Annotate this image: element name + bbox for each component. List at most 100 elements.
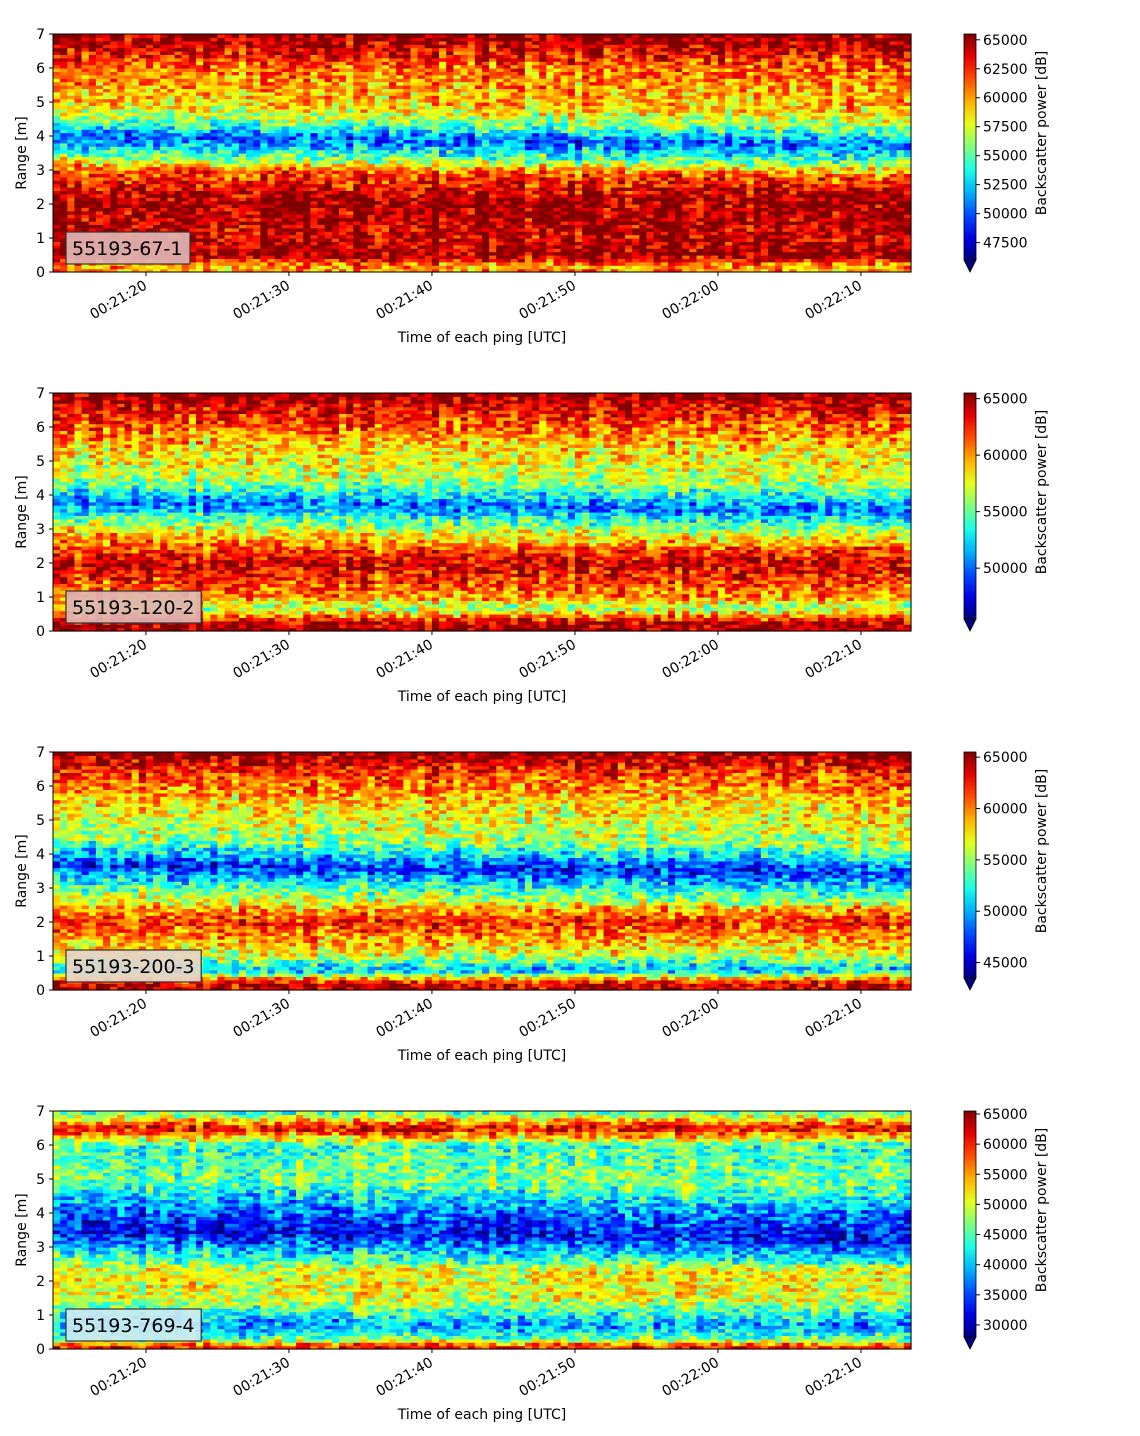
heatmap-cell	[67, 125, 76, 130]
heatmap-cell	[203, 112, 211, 117]
heatmap-cell	[353, 71, 362, 76]
heatmap-cell	[360, 136, 369, 140]
heatmap-cell	[381, 146, 390, 151]
heatmap-cell	[367, 170, 376, 174]
heatmap-cell	[110, 183, 118, 188]
heatmap-cell	[88, 214, 97, 219]
heatmap-cell	[153, 102, 161, 106]
heatmap-cell	[460, 142, 469, 147]
heatmap-cell	[231, 187, 240, 191]
heatmap-cell	[367, 190, 376, 195]
heatmap-cell	[95, 204, 104, 208]
heatmap-cell	[210, 125, 219, 130]
heatmap-cell	[145, 159, 154, 164]
heatmap-cell	[81, 108, 90, 113]
heatmap-cell	[389, 244, 397, 249]
heatmap-cell	[267, 248, 276, 253]
heatmap-cell	[203, 142, 211, 147]
heatmap-cell	[246, 197, 254, 202]
heatmap-cell	[81, 176, 90, 181]
heatmap-cell	[517, 244, 526, 249]
heatmap-cell	[532, 34, 540, 38]
heatmap-cell	[317, 251, 326, 256]
heatmap-cell	[167, 112, 176, 117]
heatmap-cell	[267, 129, 276, 134]
heatmap-cell	[353, 180, 362, 185]
heatmap-cell	[153, 170, 161, 174]
heatmap-cell	[60, 190, 68, 195]
heatmap-cell	[95, 81, 104, 86]
heatmap-cell	[417, 149, 426, 154]
heatmap-cell	[374, 221, 383, 225]
heatmap-cell	[124, 268, 133, 273]
heatmap-cell	[367, 37, 376, 42]
heatmap-cell	[267, 176, 276, 181]
heatmap-cell	[153, 227, 161, 232]
heatmap-cell	[288, 159, 297, 164]
heatmap-cell	[60, 37, 68, 42]
heatmap-cell	[53, 146, 61, 151]
heatmap-cell	[360, 132, 369, 137]
heatmap-cell	[274, 37, 283, 42]
heatmap-cell	[117, 78, 126, 83]
heatmap-cell	[238, 210, 247, 215]
heatmap-cell	[303, 54, 311, 59]
heatmap-cell	[360, 214, 369, 219]
heatmap-cell	[253, 115, 261, 120]
heatmap-cell	[331, 210, 340, 215]
heatmap-cell	[167, 224, 176, 229]
heatmap-cell	[60, 95, 68, 100]
heatmap-cell	[396, 193, 404, 198]
heatmap-cell	[281, 241, 290, 246]
heatmap-cell	[124, 146, 133, 151]
heatmap-cell	[360, 71, 369, 76]
heatmap-cell	[224, 81, 233, 86]
heatmap-cell	[260, 248, 269, 253]
heatmap-cell	[138, 115, 147, 120]
heatmap-cell	[460, 244, 469, 249]
heatmap-cell	[331, 61, 340, 66]
heatmap-cell	[203, 108, 211, 113]
heatmap-cell	[317, 255, 326, 259]
heatmap-cell	[296, 197, 304, 202]
heatmap-cell	[196, 176, 204, 181]
heatmap-cell	[53, 207, 61, 212]
heatmap-cell	[539, 200, 547, 205]
heatmap-cell	[88, 221, 97, 225]
heatmap-cell	[103, 217, 111, 222]
heatmap-cell	[310, 265, 319, 270]
heatmap-cell	[367, 40, 376, 45]
heatmap-cell	[524, 166, 533, 171]
heatmap-cell	[124, 71, 133, 76]
heatmap-cell	[403, 217, 412, 222]
heatmap-cell	[274, 122, 283, 127]
heatmap-cell	[203, 34, 211, 38]
heatmap-cell	[303, 40, 311, 45]
heatmap-cell	[310, 187, 319, 191]
heatmap-cell	[167, 156, 176, 161]
heatmap-cell	[331, 227, 340, 232]
heatmap-cell	[310, 139, 319, 144]
heatmap-cell	[267, 149, 276, 154]
heatmap-cell	[224, 85, 233, 89]
heatmap-cell	[224, 40, 233, 45]
heatmap-cell	[224, 78, 233, 83]
heatmap-cell	[260, 81, 269, 86]
heatmap-cell	[539, 183, 547, 188]
heatmap-cell	[95, 268, 104, 273]
heatmap-cell	[260, 159, 269, 164]
heatmap-cell	[88, 153, 97, 157]
heatmap-cell	[489, 265, 497, 270]
heatmap-cell	[331, 170, 340, 174]
heatmap-cell	[60, 44, 68, 49]
heatmap-cell	[167, 142, 176, 147]
heatmap-cell	[88, 78, 97, 83]
heatmap-cell	[95, 91, 104, 96]
heatmap-cell	[339, 170, 347, 174]
heatmap-cell	[67, 197, 76, 202]
heatmap-cell	[253, 217, 261, 222]
heatmap-cell	[231, 180, 240, 185]
heatmap-cell	[339, 125, 347, 130]
heatmap-cell	[246, 159, 254, 164]
heatmap-cell	[381, 37, 390, 42]
